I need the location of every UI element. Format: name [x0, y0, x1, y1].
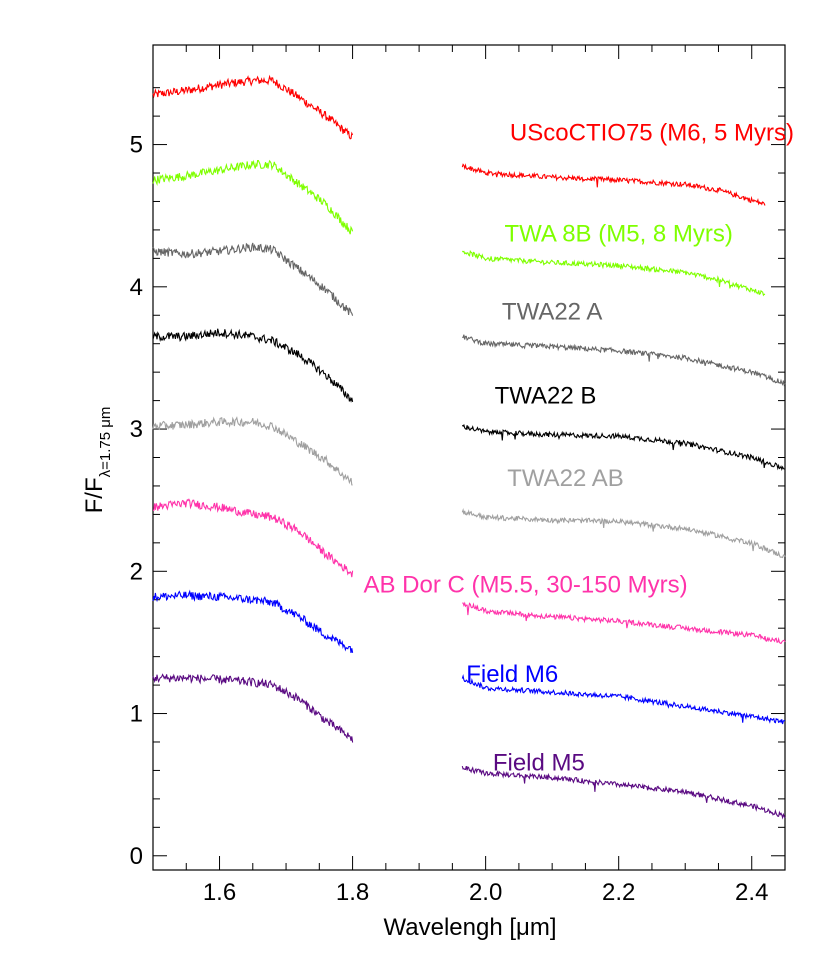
- series-label-7: Field M5: [493, 749, 585, 776]
- series-line-5-k: [462, 601, 786, 645]
- series-label-2: TWA22 A: [502, 299, 602, 326]
- series-line-1-k: [461, 250, 766, 297]
- y-axis-title-main: F/F: [81, 477, 108, 513]
- x-tick-label: 1.8: [336, 879, 369, 906]
- y-tick-label: 3: [130, 416, 143, 443]
- y-axis-title: F/Fλ=1.75 μm: [81, 407, 114, 514]
- y-axis-title-subscript: λ=1.75 μm: [97, 407, 114, 478]
- series-line-3-h: [152, 328, 354, 403]
- series-line-2-h: [152, 242, 354, 316]
- series-line-6-h: [152, 589, 354, 653]
- series-line-0-h: [152, 74, 354, 140]
- series-line-5-h: [153, 498, 354, 578]
- series-line-0-k: [461, 163, 766, 206]
- series-line-1-h: [152, 159, 354, 235]
- series-label-5: AB Dor C (M5.5, 30-150 Myrs): [364, 572, 688, 599]
- series-label-4: TWA22 AB: [507, 465, 623, 492]
- series-line-6-k: [461, 673, 785, 725]
- tick-marks: [152, 45, 786, 870]
- series-line-3-k: [461, 423, 785, 471]
- series-group: [152, 74, 786, 820]
- series-line-4-h: [152, 416, 353, 486]
- x-tick-label: 2.2: [602, 879, 635, 906]
- y-tick-label: 2: [130, 558, 143, 585]
- y-tick-label: 4: [130, 274, 143, 301]
- x-tick-labels: 1.6 1.8 2.0 2.2 2.4: [203, 879, 769, 906]
- series-line-4-k: [461, 508, 786, 559]
- x-axis-title: Wavelengh [μm]: [383, 914, 556, 941]
- series-label-3: TWA22 B: [495, 382, 597, 409]
- series-label-6: Field M6: [466, 661, 558, 688]
- y-tick-labels: 0 1 2 3 4 5: [130, 132, 143, 870]
- x-tick-label: 1.6: [203, 879, 236, 906]
- series-label-1: TWA 8B (M5, 8 Myrs): [504, 220, 732, 247]
- x-tick-label: 2.0: [469, 879, 502, 906]
- y-tick-label: 1: [130, 701, 143, 728]
- series-labels: UScoCTIO75 (M6, 5 Myrs) TWA 8B (M5, 8 Myr…: [364, 119, 794, 776]
- series-line-7-k: [461, 765, 786, 820]
- y-tick-label: 5: [130, 132, 143, 159]
- series-line-7-h: [152, 673, 354, 743]
- series-line-2-k: [462, 334, 786, 387]
- y-tick-label: 0: [130, 843, 143, 870]
- series-label-0: UScoCTIO75 (M6, 5 Myrs): [510, 119, 794, 146]
- x-tick-label: 2.4: [735, 879, 768, 906]
